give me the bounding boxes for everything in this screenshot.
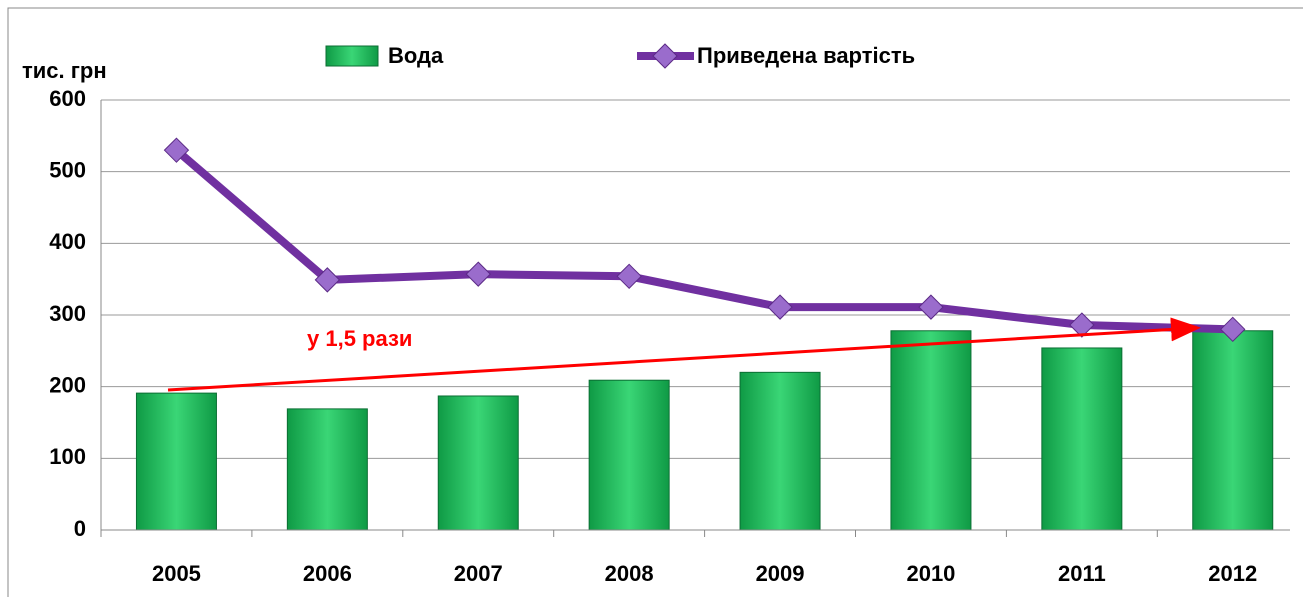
y-tick-label: 100 [49,444,86,469]
x-tick-label: 2006 [303,561,352,586]
y-tick-label: 500 [49,157,86,182]
line-marker [465,261,491,287]
x-tick-label: 2005 [152,561,201,586]
y-axis-title: тис. грн [22,58,107,83]
line-marker [616,263,642,290]
legend-label: Вода [388,43,444,68]
x-tick-label: 2008 [605,561,654,586]
bar [588,379,670,531]
y-tick-label: 400 [49,229,86,254]
bar [286,408,368,531]
bar [135,392,217,531]
x-tick-label: 2012 [1208,561,1257,586]
x-tick-label: 2010 [906,561,955,586]
chart-frame [7,7,1303,597]
bar [1192,330,1274,531]
x-tick-label: 2011 [1058,561,1106,586]
line-marker [1069,312,1095,338]
y-tick-label: 600 [49,86,86,111]
line-marker [767,294,793,320]
legend-swatch [325,45,379,67]
y-tick-label: 200 [49,372,86,397]
line-marker [163,137,190,163]
line-marker [1220,316,1246,343]
legend-marker [652,43,678,69]
line-series [173,147,1233,334]
bar [1041,347,1123,531]
y-tick-label: 300 [49,301,86,326]
bar [890,330,972,531]
trend-arrow [167,317,1201,392]
bar [437,395,519,531]
annotation: у 1,5 рази [307,326,412,351]
legend-label: Приведена вартість [697,43,915,68]
x-tick-label: 2007 [454,561,503,586]
line-marker [918,294,944,320]
line-marker [314,267,341,293]
y-tick-label: 0 [74,516,86,541]
x-tick-label: 2009 [756,561,805,586]
bar [739,371,821,531]
